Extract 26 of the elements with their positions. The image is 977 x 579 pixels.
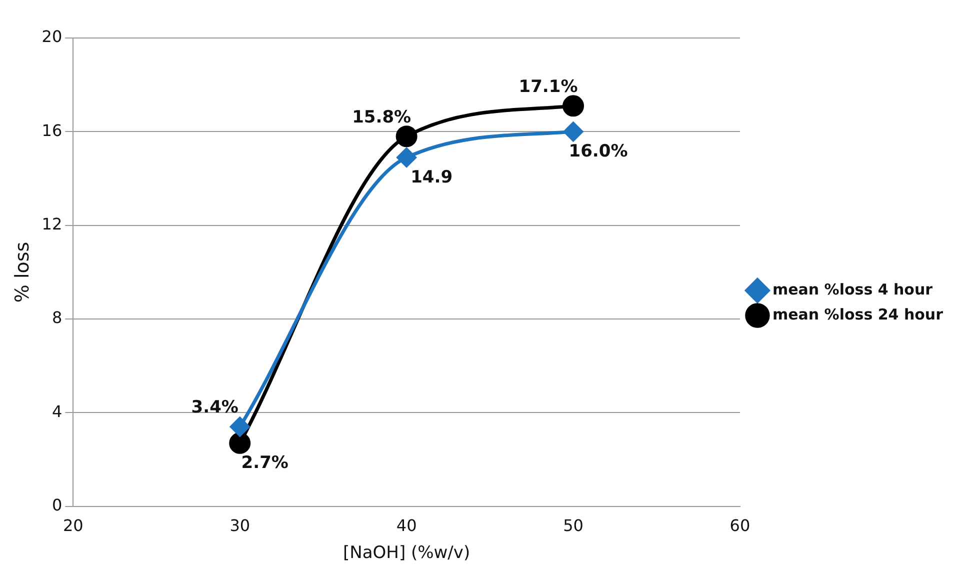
- legend-label: mean %loss 24 hour: [772, 305, 944, 324]
- point: [230, 417, 250, 437]
- y-tick-label: 4: [52, 402, 62, 421]
- x-axis-title: [NaOH] (%w/v): [343, 543, 470, 564]
- y-tick-label: 0: [52, 496, 62, 515]
- x-tick-label: 60: [730, 516, 750, 536]
- point: [396, 126, 418, 148]
- y-tick-label: 16: [42, 120, 62, 140]
- point: [396, 148, 416, 168]
- point: [564, 122, 584, 142]
- data-label: 2.7%: [241, 453, 288, 474]
- y-axis-title: % loss: [11, 242, 34, 303]
- x-tick-label: 30: [230, 516, 250, 536]
- data-label: 15.8%: [352, 107, 412, 128]
- y-tick-label: 20: [42, 27, 62, 46]
- y-tick-label: 12: [42, 214, 62, 234]
- y-tick-label: 8: [52, 308, 62, 328]
- data-label: 3.4%: [191, 398, 238, 418]
- point: [562, 95, 584, 117]
- x-tick-label: 50: [563, 516, 584, 536]
- data-label: 16.0%: [568, 142, 628, 162]
- legend-label: mean %loss 4 hour: [772, 280, 934, 298]
- x-tick-label: 40: [396, 516, 417, 536]
- data-label: 17.1%: [518, 76, 578, 97]
- data-label: 14.9: [410, 167, 453, 188]
- point: [229, 432, 251, 454]
